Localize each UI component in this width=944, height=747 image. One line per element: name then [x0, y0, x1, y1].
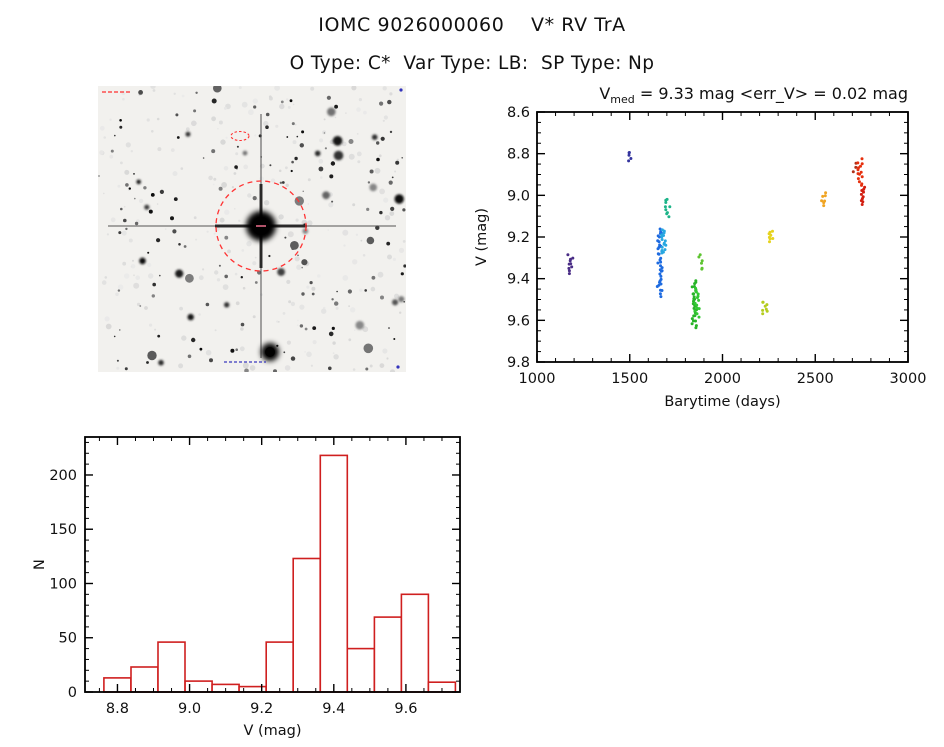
star-field-stars: [98, 86, 406, 372]
y-tick-label: 150: [49, 522, 77, 538]
x-tick-label: 9.6: [394, 701, 417, 717]
histogram-bar: [157, 641, 186, 693]
histogram-axes: 8.8 9.0 9.2 9.4 9.6 0 50 100 150 200: [49, 436, 461, 717]
finder-noise: [99, 86, 406, 372]
x-tick-label: 2500: [797, 371, 834, 387]
edge-mark-top-right: [399, 88, 403, 92]
lightcurve-points: [566, 151, 867, 330]
target-circle-marker: [215, 180, 307, 272]
page-subtitle: O Type: C* Var Type: LB: SP Type: Np: [289, 53, 655, 74]
lightcurve-axes: 1000 1500 2000 2500 3000 8.6 8.8 9.0 9.2 9.4 9.6 9.…: [507, 105, 927, 387]
x-tick-label: 8.8: [106, 701, 129, 717]
finder-chart-image: [98, 86, 406, 372]
histogram-plot: 8.8 9.0 9.2 9.4 9.6 0 50 100 150 200 V (mag) N: [32, 436, 461, 739]
x-tick-label: 2000: [704, 371, 741, 387]
vmed-label-sub: med: [610, 93, 635, 107]
histogram-bars: [103, 454, 457, 693]
x-tick-label: 9.2: [250, 701, 273, 717]
y-tick-label: 0: [68, 685, 77, 701]
x-tick-label: 1500: [611, 371, 648, 387]
x-tick-label: 9.0: [178, 701, 201, 717]
histogram-bar: [346, 647, 376, 693]
histogram-bar: [319, 454, 349, 693]
histogram-bar: [400, 593, 430, 693]
y-tick-label: 200: [49, 468, 77, 484]
lightcurve-title: Vmed = 9.33 mag <err_V> = 0.02 mag: [450, 84, 908, 106]
vmed-label-rest: = 9.33 mag <err_V> = 0.02 mag: [634, 84, 908, 103]
y-tick-label: 100: [49, 576, 77, 592]
edge-mark-bottom-right: [396, 365, 400, 369]
y-tick-label: 9.6: [507, 313, 530, 329]
y-tick-label: 50: [59, 631, 77, 647]
page-title: IOMC 9026000060 V* RV TrA: [318, 14, 626, 36]
lightcurve-plot: 1000 1500 2000 2500 3000 8.6 8.8 9.0 9.2 9.4 9.6 9.…: [474, 105, 927, 410]
lightcurve-xlabel: Barytime (days): [664, 394, 780, 410]
y-tick-label: 9.8: [507, 355, 530, 371]
histogram-xlabel: V (mag): [243, 723, 301, 739]
histogram-bar: [373, 616, 403, 693]
y-tick-label: 9.2: [507, 230, 530, 246]
x-tick-label: 1000: [519, 371, 556, 387]
y-tick-label: 8.6: [507, 105, 530, 121]
x-tick-label: 3000: [890, 371, 927, 387]
vmed-label-base: V: [599, 84, 611, 103]
lightcurve-ylabel: V (mag): [474, 208, 490, 266]
secondary-source-marker: [230, 130, 250, 142]
y-tick-label: 8.8: [507, 147, 530, 163]
x-tick-label: 9.4: [322, 701, 345, 717]
y-tick-label: 9.0: [507, 188, 530, 204]
histogram-ylabel: N: [32, 559, 48, 570]
y-tick-label: 9.4: [507, 272, 530, 288]
histogram-bar: [265, 641, 294, 693]
histogram-bar: [292, 557, 322, 693]
